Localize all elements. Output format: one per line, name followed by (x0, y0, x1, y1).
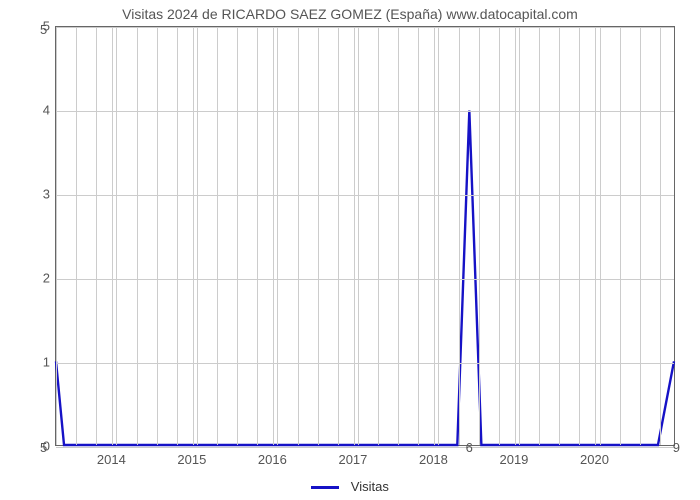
grid-v-minor (137, 27, 138, 445)
grid-v-minor (318, 27, 319, 445)
grid-v (193, 27, 194, 445)
grid-v-minor (257, 27, 258, 445)
grid-v-minor (559, 27, 560, 445)
chart-title: Visitas 2024 de RICARDO SAEZ GOMEZ (Espa… (0, 6, 700, 22)
grid-h (56, 195, 674, 196)
grid-v-minor (418, 27, 419, 445)
grid-v (515, 27, 516, 445)
grid-h (56, 111, 674, 112)
line-series (56, 27, 674, 445)
grid-v-minor (56, 27, 57, 445)
x-tick-label: 2017 (338, 452, 367, 467)
grid-v-minor (358, 27, 359, 445)
grid-v-minor (600, 27, 601, 445)
grid-v-minor (157, 27, 158, 445)
grid-v-minor (277, 27, 278, 445)
grid-v-minor (479, 27, 480, 445)
grid-v-minor (177, 27, 178, 445)
chart-container: Visitas 2024 de RICARDO SAEZ GOMEZ (Espa… (0, 0, 700, 500)
plot-area (55, 26, 675, 446)
grid-v-minor (539, 27, 540, 445)
grid-v-minor (116, 27, 117, 445)
x-tick-label: 2018 (419, 452, 448, 467)
x-tick-label: 2016 (258, 452, 287, 467)
grid-v (354, 27, 355, 445)
grid-v-minor (459, 27, 460, 445)
grid-v-minor (96, 27, 97, 445)
legend: Visitas (0, 479, 700, 494)
grid-v-minor (438, 27, 439, 445)
grid-v-minor (398, 27, 399, 445)
grid-h (56, 27, 674, 28)
grid-v-minor (640, 27, 641, 445)
legend-label: Visitas (351, 479, 389, 494)
corner-bottom-mid: 6 (466, 440, 473, 455)
y-tick-label: 5 (10, 19, 50, 34)
grid-v-minor (197, 27, 198, 445)
grid-v-minor (217, 27, 218, 445)
x-tick-label: 2020 (580, 452, 609, 467)
grid-v-minor (378, 27, 379, 445)
grid-v-minor (579, 27, 580, 445)
y-tick-label: 4 (10, 103, 50, 118)
grid-h (56, 363, 674, 364)
grid-v (434, 27, 435, 445)
grid-v-minor (76, 27, 77, 445)
grid-v-minor (499, 27, 500, 445)
grid-v-minor (338, 27, 339, 445)
grid-v-minor (298, 27, 299, 445)
grid-h (56, 447, 674, 448)
grid-h (56, 279, 674, 280)
y-tick-label: 3 (10, 187, 50, 202)
corner-bottom-right: 9 (673, 440, 680, 455)
grid-v-minor (660, 27, 661, 445)
y-tick-label: 2 (10, 271, 50, 286)
x-tick-label: 2015 (177, 452, 206, 467)
grid-v-minor (620, 27, 621, 445)
legend-swatch (311, 486, 339, 489)
y-tick-label: 0 (10, 439, 50, 454)
grid-v-minor (519, 27, 520, 445)
grid-v-minor (237, 27, 238, 445)
x-tick-label: 2014 (97, 452, 126, 467)
grid-v (112, 27, 113, 445)
y-tick-label: 1 (10, 355, 50, 370)
x-tick-label: 2019 (499, 452, 528, 467)
grid-v (595, 27, 596, 445)
grid-v (273, 27, 274, 445)
